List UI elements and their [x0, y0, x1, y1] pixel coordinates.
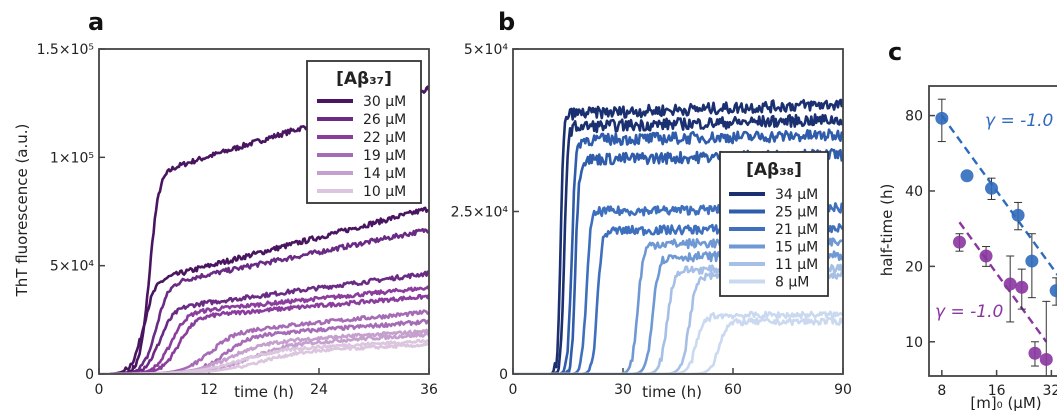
panel-b-frame [512, 48, 844, 375]
fit-line [940, 114, 1057, 277]
x-tick-label: 60 [724, 382, 742, 398]
half-time-point [1011, 208, 1025, 222]
panel-letter-c: c [888, 38, 902, 66]
half-time-point [1039, 352, 1053, 366]
x-tick-label: 36 [420, 382, 438, 398]
panel-a-x-axis-label: time (h) [234, 383, 294, 401]
x-tick-label: 12 [200, 382, 218, 398]
panel-c-frame [928, 85, 1057, 377]
half-time-point [1015, 280, 1029, 294]
panel-c-ticks: 8 16 32 10 20 40 80 [905, 109, 1057, 399]
legend-label: 10 µM [363, 184, 406, 200]
half-time-point [1003, 277, 1017, 291]
panel-a-ticks: 0 12 24 36 0 5×10⁴ 1×10⁵ 1.5×10⁵ [37, 42, 438, 398]
x-tick-label: 0 [509, 382, 518, 398]
half-time-point [979, 249, 993, 263]
panel-b-ticks: 0 30 60 90 0 2.5×10⁴ 5×10⁴ [451, 42, 852, 398]
fit-line [958, 221, 1048, 343]
x-tick-label: 32 [1042, 383, 1057, 399]
half-time-point [1028, 346, 1042, 360]
y-tick-label: 10 [905, 335, 923, 351]
y-tick-label: 0 [499, 367, 508, 383]
legend-label: 19 µM [363, 148, 406, 164]
panel-c-x-axis-label: [m]₀ (µM) [970, 394, 1041, 411]
x-tick-label: 90 [834, 382, 852, 398]
fluorescence-curve [513, 128, 843, 374]
panel-c-marks [935, 98, 1057, 376]
fluorescence-curve [99, 270, 429, 374]
half-time-point [960, 169, 974, 183]
fluorescence-curve [99, 206, 429, 374]
half-time-point [935, 111, 949, 125]
panel-a-y-axis-label: ThT fluorescence (a.u.) [13, 124, 31, 298]
panel-a-legend-title: [Aβ₃₇] [336, 69, 392, 89]
y-tick-label: 80 [905, 109, 923, 125]
half-time-point [985, 181, 999, 195]
y-tick-label: 1×10⁵ [50, 150, 94, 166]
panel-a-legend-items: 30 µM 26 µM 22 µM 19 µM 14 µM 10 µM [317, 94, 406, 200]
legend-label: 8 µM [775, 275, 809, 291]
panel-b-chart: time (h) 0 30 60 90 0 2.5×10⁴ 5×10⁴ [Aβ₃₈] 34 … [451, 42, 852, 401]
panel-a-chart: ThT fluorescence (a.u.) time (h) 0 12 24 36… [13, 42, 438, 401]
half-time-point [1049, 284, 1057, 298]
panel-a-legend-box [306, 60, 422, 204]
x-tick-label: 24 [310, 382, 328, 398]
legend-label: 25 µM [775, 205, 818, 221]
legend-label: 34 µM [775, 187, 818, 203]
panel-b-x-axis-label: time (h) [642, 383, 702, 401]
y-tick-label: 5×10⁴ [50, 259, 94, 275]
panel-letter-b: b [498, 8, 515, 36]
fluorescence-curve [99, 285, 429, 374]
panel-a-frame [98, 48, 430, 375]
legend-label: 22 µM [363, 130, 406, 146]
fluorescence-curve [513, 98, 843, 374]
y-tick-label: 2.5×10⁴ [451, 205, 509, 221]
panel-b-legend-title: [Aβ₃₈] [746, 160, 802, 180]
half-time-point [952, 235, 966, 249]
fluorescence-curve [99, 293, 429, 374]
panel-b-legend-box [719, 151, 829, 297]
y-tick-label: 40 [905, 184, 923, 200]
panel-letter-a: a [88, 8, 104, 36]
legend-label: 14 µM [363, 166, 406, 182]
x-tick-label: 30 [614, 382, 632, 398]
x-tick-label: 0 [95, 382, 104, 398]
half-time-point [1025, 254, 1039, 268]
panel-c-chart: half-time (h) [m]₀ (µM) 8 16 32 10 20 40 80 γ … [878, 85, 1057, 411]
legend-label: 30 µM [363, 94, 406, 110]
legend-label: 11 µM [775, 257, 818, 273]
x-tick-label: 16 [988, 383, 1006, 399]
fluorescence-curve [513, 113, 843, 374]
legend-label: 15 µM [775, 240, 818, 256]
legend-label: 21 µM [775, 222, 818, 238]
panel-c-gamma-label-purple: γ = -1.0 [935, 302, 1003, 322]
y-tick-label: 5×10⁴ [464, 42, 508, 58]
y-tick-label: 0 [85, 367, 94, 383]
fluorescence-curve [99, 228, 429, 374]
legend-label: 26 µM [363, 112, 406, 128]
x-tick-label: 8 [937, 383, 946, 399]
panel-a-legend: [Aβ₃₇] 30 µM 26 µM 22 µM 19 µM 14 µM 10 µM [306, 60, 422, 204]
fluorescence-curve [513, 316, 843, 374]
y-tick-label: 20 [905, 259, 923, 275]
panel-c-y-axis-label: half-time (h) [878, 184, 896, 277]
panel-c-gamma-label-blue: γ = -1.0 [985, 111, 1053, 131]
y-tick-label: 1.5×10⁵ [37, 42, 94, 58]
